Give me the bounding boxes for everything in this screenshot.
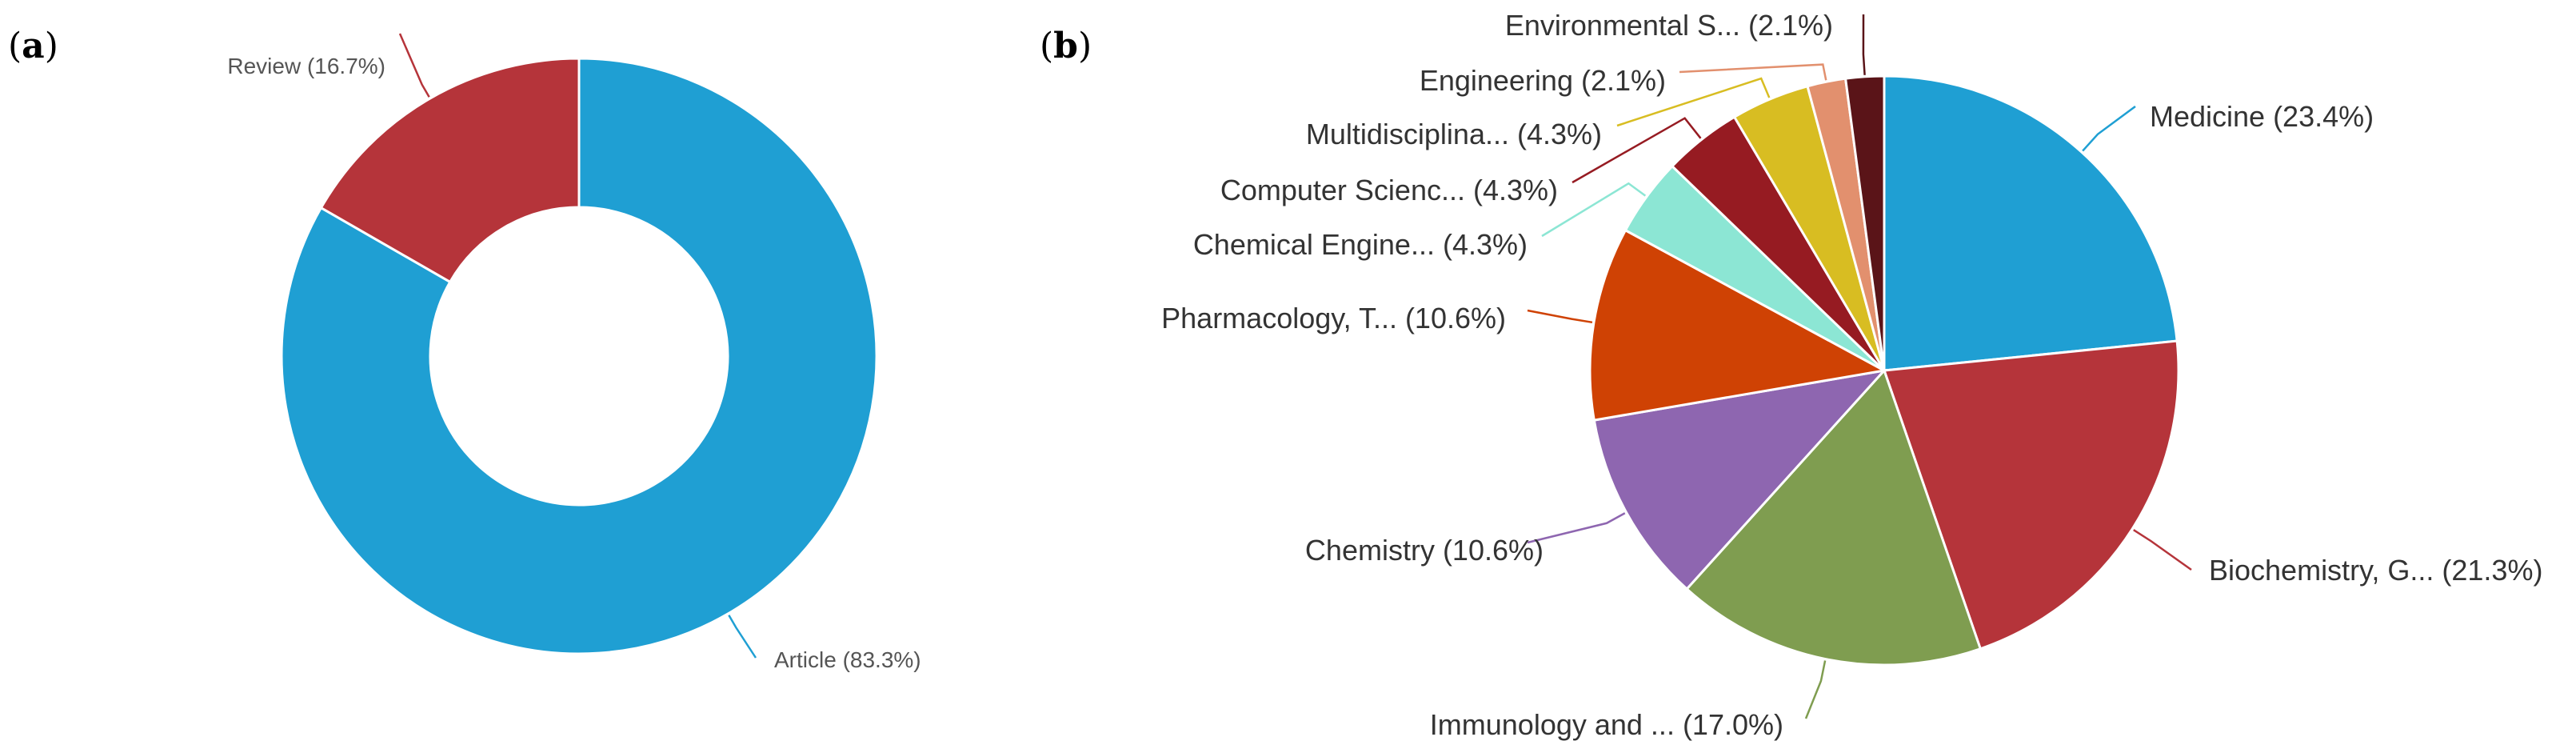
data-label-biochemistry-g: Biochemistry, G... (21.3%) bbox=[2209, 554, 2542, 587]
data-label-immunology-and: Immunology and ... (17.0%) bbox=[1430, 708, 1783, 741]
slice-review bbox=[319, 57, 581, 284]
slice-pharmacology-t bbox=[1588, 228, 1888, 422]
panel-label-b: (b) bbox=[1040, 26, 1092, 66]
data-label-review: Review (16.7%) bbox=[227, 54, 385, 78]
data-label-environmental-s: Environmental S... (2.1%) bbox=[1505, 9, 1833, 42]
donut-chart-document-type: Article (83.3%) Review (16.7%) bbox=[227, 33, 921, 672]
leader-line-biochemistry-g bbox=[2133, 529, 2192, 571]
data-label-medicine: Medicine (23.4%) bbox=[2150, 100, 2374, 133]
leader-line-chemistry bbox=[1527, 512, 1626, 544]
leader-line-environmental-s bbox=[1862, 14, 1866, 75]
leader-line-multidisciplina bbox=[1616, 77, 1771, 127]
leader-line-immunology-and bbox=[1804, 660, 1827, 719]
slice-biochemistry-g bbox=[1882, 339, 2180, 651]
data-label-engineering: Engineering (2.1%) bbox=[1420, 64, 1666, 97]
slice-medicine bbox=[1883, 74, 2179, 372]
data-label-multidisciplina: Multidisciplina... (4.3%) bbox=[1306, 118, 1602, 150]
leader-line-computer-scienc bbox=[1572, 117, 1702, 184]
slice-article bbox=[280, 57, 878, 655]
leader-line-chemical-engine bbox=[1541, 182, 1647, 238]
slice-chemistry bbox=[1592, 368, 1888, 591]
data-label-computer-scienc: Computer Scienc... (4.3%) bbox=[1220, 174, 1558, 206]
panel-label-a: (a) bbox=[8, 26, 58, 66]
data-label-chemistry: Chemistry (10.6%) bbox=[1305, 534, 1544, 567]
leader-line-review bbox=[398, 33, 430, 98]
slice-immunology-and bbox=[1685, 368, 1983, 667]
data-label-chemical-engine: Chemical Engine... (4.3%) bbox=[1193, 228, 1528, 261]
data-label-article: Article (83.3%) bbox=[774, 647, 921, 672]
leader-line-engineering bbox=[1679, 63, 1827, 81]
pie-chart-subject-area: Medicine (23.4%) Biochemistry, G... (21.3… bbox=[1161, 9, 2542, 741]
leader-line-medicine bbox=[2082, 105, 2136, 152]
data-label-pharmacology-t: Pharmacology, T... (10.6%) bbox=[1161, 302, 1506, 334]
slice-environmental-s bbox=[1843, 74, 1886, 371]
leader-line-article bbox=[728, 615, 757, 659]
leader-line-pharmacology-t bbox=[1527, 309, 1593, 324]
